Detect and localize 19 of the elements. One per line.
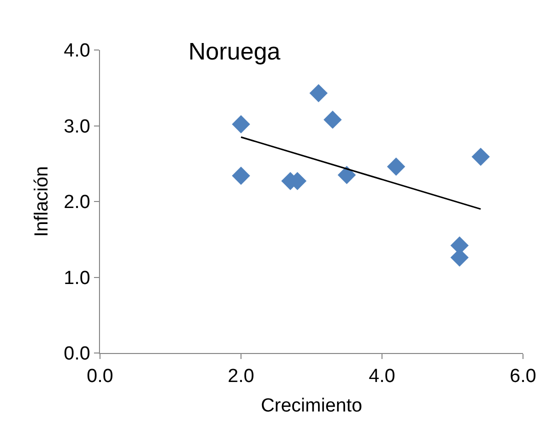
point (309, 84, 328, 102)
point (472, 148, 490, 166)
x-tick-label: 2.0 (228, 366, 254, 387)
x-tick-label: 4.0 (368, 366, 396, 387)
y-axis-title: Inflación (32, 166, 53, 237)
point (324, 110, 342, 129)
x-axis-title: Crecimiento (260, 396, 362, 417)
y-tick-label: 0.0 (64, 344, 90, 365)
y-tick-label: 3.0 (64, 116, 90, 138)
point (232, 166, 250, 185)
point (232, 115, 250, 134)
point (338, 166, 356, 184)
y-tick-label: 2.0 (64, 192, 90, 214)
y-tick-label: 1.0 (64, 268, 90, 289)
x-tick-label: 0.0 (86, 366, 114, 387)
x-tick-label: 6.0 (510, 366, 536, 387)
point (387, 158, 406, 176)
chart-title: Noruega (188, 38, 282, 66)
y-tick-label: 4.0 (64, 40, 90, 62)
